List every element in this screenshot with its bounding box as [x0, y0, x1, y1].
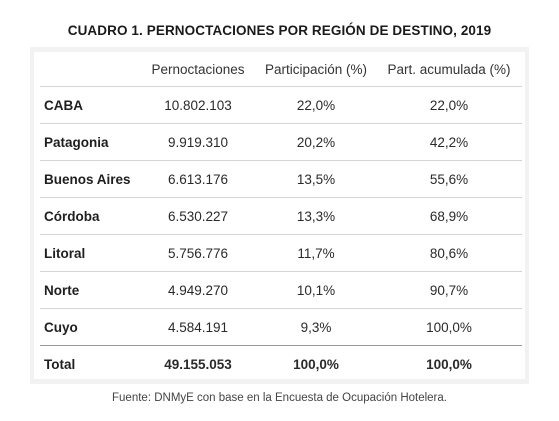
cell-pernoctaciones: 4.584.191: [140, 308, 256, 346]
data-table: Pernoctaciones Participación (%) Part. a…: [40, 52, 522, 382]
cell-region: Norte: [40, 271, 140, 309]
column-header-pernoctaciones: Pernoctaciones: [151, 61, 245, 77]
cell-region: Buenos Aires: [40, 160, 140, 198]
table-card: Pernoctaciones Participación (%) Part. a…: [34, 52, 525, 382]
cell-acumulada: 90,7%: [376, 271, 522, 309]
column-header-participacion: Participación (%): [264, 61, 368, 77]
cell-region: CABA: [40, 86, 140, 124]
cell-pernoctaciones: 5.756.776: [140, 234, 256, 272]
cell-acumulada: 68,9%: [376, 197, 522, 235]
cell-pernoctaciones: 6.613.176: [140, 160, 256, 198]
table-row: Norte 4.949.270 10,1% 90,7%: [40, 271, 522, 309]
table-title: CUADRO 1. PERNOCTACIONES POR REGIÓN DE D…: [67, 23, 492, 38]
cell-pernoctaciones: 6.530.227: [140, 197, 256, 235]
cell-pernoctaciones: 4.949.270: [140, 271, 256, 309]
table-row: CABA 10.802.103 22,0% 22,0%: [40, 86, 522, 124]
table-panel: Pernoctaciones Participación (%) Part. a…: [30, 47, 529, 384]
cell-pernoctaciones: 10.802.103: [140, 86, 256, 124]
cell-total-acumulada: 100,0%: [376, 345, 522, 382]
cell-participacion: 11,7%: [256, 234, 376, 272]
cell-pernoctaciones: 9.919.310: [140, 123, 256, 161]
table-row: Córdoba 6.530.227 13,3% 68,9%: [40, 197, 522, 235]
header-row: Pernoctaciones Participación (%) Part. a…: [40, 52, 522, 87]
cell-participacion: 10,1%: [256, 271, 376, 309]
column-header-region: [40, 52, 140, 87]
cell-total-pernoctaciones: 49.155.053: [140, 345, 256, 382]
cell-region: Patagonia: [40, 123, 140, 161]
table-row: Buenos Aires 6.613.176 13,5% 55,6%: [40, 160, 522, 198]
cell-acumulada: 22,0%: [376, 86, 522, 124]
cell-total-participacion: 100,0%: [256, 345, 376, 382]
source-note: Fuente: DNMyE con base en la Encuesta de…: [112, 392, 447, 404]
cell-acumulada: 80,6%: [376, 234, 522, 272]
column-header-acumulada: Part. acumulada (%): [387, 61, 511, 77]
cell-region: Litoral: [40, 234, 140, 272]
cell-total-label: Total: [40, 345, 140, 382]
total-row: Total 49.155.053 100,0% 100,0%: [40, 345, 522, 382]
cell-acumulada: 100,0%: [376, 308, 522, 346]
cell-acumulada: 55,6%: [376, 160, 522, 198]
cell-participacion: 20,2%: [256, 123, 376, 161]
cell-region: Cuyo: [40, 308, 140, 346]
cell-participacion: 9,3%: [256, 308, 376, 346]
cell-participacion: 13,3%: [256, 197, 376, 235]
cell-acumulada: 42,2%: [376, 123, 522, 161]
table-row: Litoral 5.756.776 11,7% 80,6%: [40, 234, 522, 272]
cell-region: Córdoba: [40, 197, 140, 235]
cell-participacion: 13,5%: [256, 160, 376, 198]
cell-participacion: 22,0%: [256, 86, 376, 124]
table-row: Cuyo 4.584.191 9,3% 100,0%: [40, 308, 522, 346]
table-row: Patagonia 9.919.310 20,2% 42,2%: [40, 123, 522, 161]
